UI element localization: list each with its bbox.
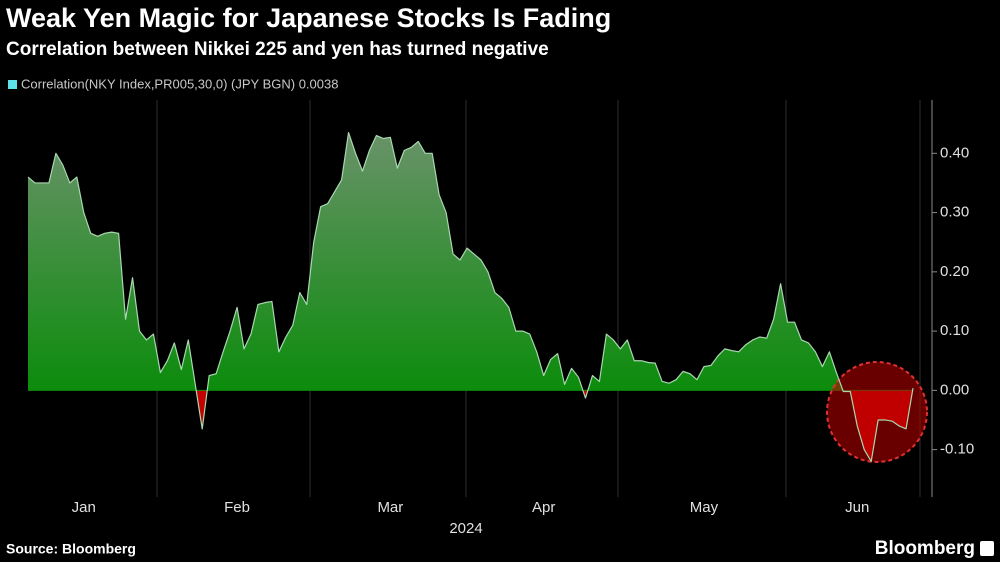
legend-label: Correlation(NKY Index,PR005,30,0) (JPY B… (21, 76, 338, 91)
y-tick-label: 0.20 (940, 263, 969, 280)
y-tick-label: 0.40 (940, 144, 969, 161)
y-tick-label: -0.10 (940, 441, 974, 458)
logo: Bloomberg (875, 538, 975, 559)
legend-swatch (8, 80, 17, 89)
x-tick-label: Jun (845, 499, 869, 516)
chart-title: Weak Yen Magic for Japanese Stocks Is Fa… (6, 3, 611, 33)
series-line (27, 131, 914, 463)
area-positive (28, 132, 913, 391)
y-tick-label: 0.00 (940, 381, 969, 398)
x-tick-label: Apr (532, 499, 555, 516)
month-separators (156, 100, 921, 497)
y-tick-label: 0.10 (940, 322, 969, 339)
highlight-circle (826, 361, 928, 463)
source: Source: Bloomberg (6, 541, 136, 557)
chart-subtitle: Correlation between Nikkei 225 and yen h… (6, 39, 549, 60)
plot-area (27, 131, 928, 463)
x-axis-label: 2024 (449, 520, 482, 537)
x-tick-label: Feb (224, 499, 250, 516)
x-tick-label: Jan (72, 499, 96, 516)
x-tick-label: May (690, 499, 719, 516)
y-tick-label: 0.30 (940, 204, 969, 221)
logo-icon (980, 541, 994, 556)
x-tick-label: Mar (377, 499, 403, 516)
